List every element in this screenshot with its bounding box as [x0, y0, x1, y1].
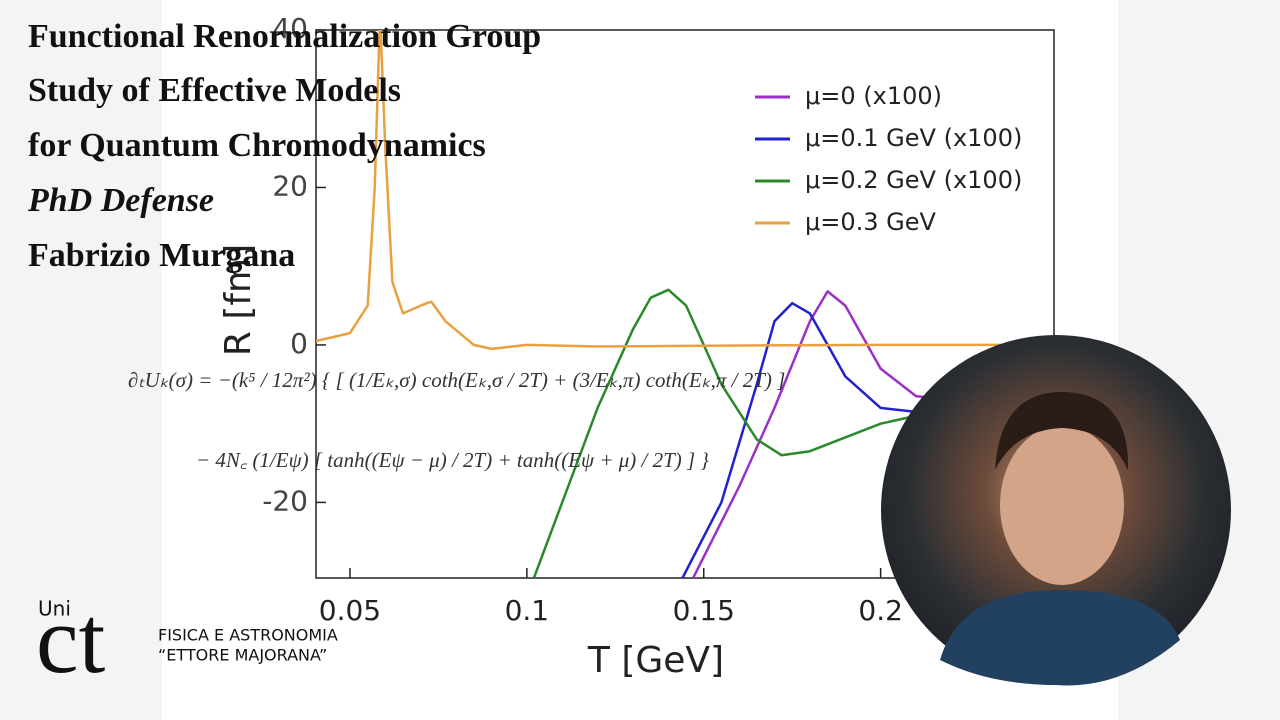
- face: [1000, 425, 1124, 585]
- hair: [995, 391, 1129, 470]
- side-panel: [0, 0, 162, 720]
- chart: 0.05 0.1 0.15 0.2 -20 0 20 40 μ=0 (x100) μ=0.1 Ge…: [262, 12, 1055, 627]
- x-axis-label: T [GeV]: [587, 640, 724, 681]
- series-line: [316, 30, 1054, 351]
- speaker-photo: [881, 335, 1231, 686]
- y-tick-label: -20: [262, 484, 308, 517]
- title-block: Functional Renormalization Group Study o…: [27, 18, 541, 274]
- logo-mark: ct: [36, 586, 106, 693]
- sweater: [940, 590, 1180, 686]
- title-line: Study of Effective Models: [28, 72, 401, 109]
- legend-label: μ=0 (x100): [805, 82, 942, 110]
- legend-label: μ=0.1 GeV (x100): [805, 124, 1022, 152]
- logo: Uni ct FISICA E ASTRONOMIA “ETTORE MAJOR…: [36, 586, 338, 693]
- logo-text: “ETTORE MAJORANA”: [158, 646, 327, 665]
- legend-label: μ=0.3 GeV: [805, 208, 937, 236]
- legend-label: μ=0.2 GeV (x100): [805, 166, 1022, 194]
- y-tick-label: 0: [290, 327, 308, 360]
- series-line: [691, 290, 952, 578]
- author: Fabrizio Murgana: [28, 237, 295, 274]
- x-tick-label: 0.2: [858, 594, 903, 627]
- y-tick-label: 20: [272, 169, 308, 202]
- title-line: for Quantum Chromodynamics: [28, 127, 486, 164]
- y-tick-label: 40: [272, 12, 308, 45]
- x-tick-label: 0.1: [505, 594, 550, 627]
- x-tick-label: 0.15: [673, 594, 735, 627]
- logo-text: FISICA E ASTRONOMIA: [158, 626, 338, 645]
- x-tick-label: 0.05: [319, 594, 381, 627]
- formula-line: − 4N꜀ (1/Eψ) [ tanh((Eψ − μ) / 2T) + tan…: [196, 448, 709, 472]
- logo-uni: Uni: [38, 597, 71, 621]
- formula-line: ∂ₜUₖ(σ) = −(k⁵ / 12π²) { [ (1/Eₖ,σ) coth…: [128, 368, 785, 392]
- title-line: Functional Renormalization Group: [28, 18, 541, 55]
- plot-frame: [315, 29, 1055, 579]
- series-line: [681, 301, 952, 578]
- subtitle: PhD Defense: [27, 182, 214, 219]
- plot-area: [316, 30, 1054, 578]
- y-axis-label: R [fm]: [218, 244, 259, 356]
- formula: ∂ₜUₖ(σ) = −(k⁵ / 12π²) { [ (1/Eₖ,σ) coth…: [128, 368, 785, 472]
